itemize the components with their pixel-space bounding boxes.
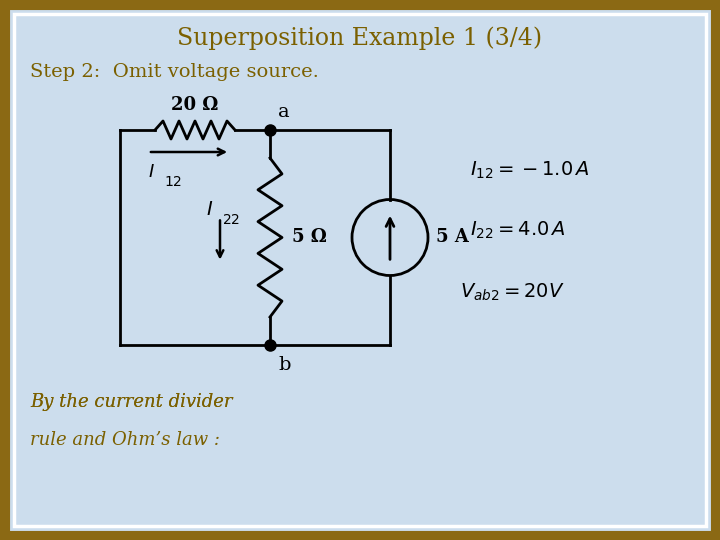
Text: $\mathit{I}$: $\mathit{I}$ [148, 163, 155, 181]
Text: $I_{22} = 4.0\,A$: $I_{22} = 4.0\,A$ [470, 219, 566, 241]
Text: $V_{ab2} = 20V$: $V_{ab2} = 20V$ [460, 281, 564, 302]
FancyBboxPatch shape [4, 4, 716, 536]
Text: 5 Ω: 5 Ω [292, 228, 327, 246]
Text: $\mathit{I}$: $\mathit{I}$ [206, 200, 213, 219]
Text: Superposition Example 1 (3/4): Superposition Example 1 (3/4) [177, 26, 543, 50]
Text: By the current divider: By the current divider [30, 393, 233, 411]
Text: $\mathit{12}$: $\mathit{12}$ [164, 175, 182, 189]
Text: $I_{12} = -1.0\,A$: $I_{12} = -1.0\,A$ [470, 159, 590, 181]
Text: 20 Ω: 20 Ω [171, 96, 219, 114]
Text: b: b [278, 356, 290, 374]
Text: By the current divider: By the current divider [30, 393, 233, 411]
Text: rule and Ohm’s law :: rule and Ohm’s law : [30, 431, 220, 449]
Text: a: a [278, 103, 289, 121]
Text: Step 2:  Omit voltage source.: Step 2: Omit voltage source. [30, 63, 319, 81]
Text: 5 A: 5 A [436, 228, 469, 246]
Text: $\mathit{22}$: $\mathit{22}$ [222, 213, 240, 226]
